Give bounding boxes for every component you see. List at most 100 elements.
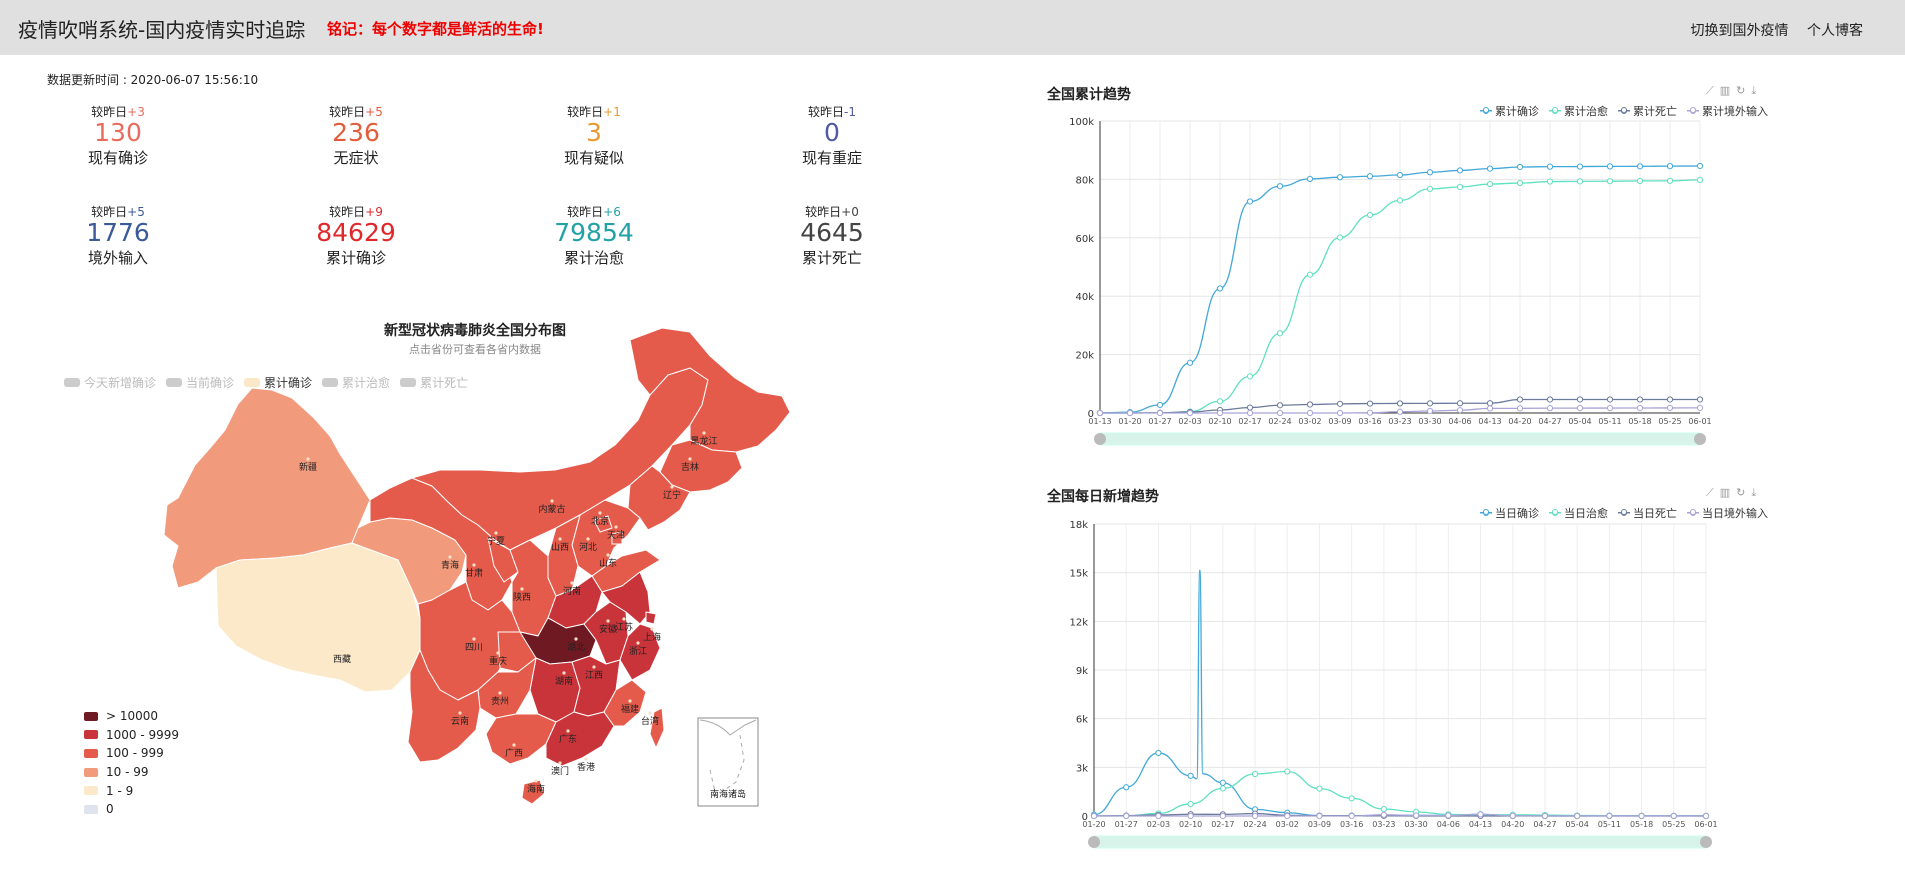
data-point[interactable] — [1516, 405, 1524, 412]
map-legend-item[interactable]: 当前确诊 — [166, 374, 234, 391]
data-point[interactable] — [1284, 768, 1291, 775]
chart-legend-item[interactable]: 累计治愈 — [1549, 103, 1608, 119]
data-point[interactable] — [1413, 812, 1420, 819]
data-point[interactable] — [1666, 177, 1674, 184]
data-point[interactable] — [1574, 812, 1581, 820]
data-point[interactable] — [1636, 404, 1644, 412]
data-point[interactable] — [1187, 772, 1194, 779]
chart-legend-item[interactable]: 当日死亡 — [1618, 505, 1677, 521]
data-point[interactable] — [1666, 396, 1674, 403]
data-point[interactable] — [1348, 812, 1355, 820]
data-point[interactable] — [1216, 285, 1224, 292]
chart-legend-item[interactable]: 累计境外输入 — [1687, 103, 1768, 119]
restore-icon[interactable]: ↻ — [1736, 486, 1752, 499]
chart-legend-item[interactable]: 当日确诊 — [1480, 505, 1539, 521]
download-icon[interactable]: ⤓ — [1751, 486, 1763, 499]
datazoom-track[interactable] — [1099, 432, 1701, 446]
data-point[interactable] — [1187, 812, 1194, 820]
data-point[interactable] — [1276, 330, 1284, 337]
data-point[interactable] — [1576, 163, 1584, 170]
data-point[interactable] — [1306, 409, 1314, 417]
data-point[interactable] — [1516, 179, 1524, 187]
data-point[interactable] — [1251, 812, 1259, 820]
data-point[interactable] — [1306, 175, 1314, 182]
province-taiwan[interactable] — [649, 707, 665, 749]
data-point[interactable] — [1396, 400, 1404, 407]
data-point[interactable] — [1456, 407, 1464, 414]
data-point[interactable] — [1486, 405, 1494, 412]
data-point[interactable] — [1636, 396, 1644, 403]
data-point[interactable] — [1426, 185, 1434, 192]
data-point[interactable] — [1276, 402, 1284, 409]
data-point[interactable] — [1606, 178, 1614, 185]
line-chart-icon[interactable]: ⟋ — [1706, 84, 1720, 97]
data-point[interactable] — [1638, 812, 1645, 820]
data-point[interactable] — [1477, 811, 1484, 818]
data-point[interactable] — [1702, 812, 1710, 820]
data-point[interactable] — [1186, 409, 1194, 417]
data-point[interactable] — [1670, 812, 1677, 820]
range-legend-item[interactable]: 1000 - 9999 — [84, 726, 179, 745]
data-point[interactable] — [1336, 234, 1344, 241]
data-point[interactable] — [1284, 812, 1291, 820]
bar-chart-icon[interactable]: ▥ — [1719, 486, 1737, 499]
data-point[interactable] — [1516, 396, 1524, 403]
data-point[interactable] — [1456, 167, 1464, 174]
province-guizhou[interactable] — [477, 657, 537, 719]
personal-blog-link[interactable]: 个人博客 — [1807, 23, 1863, 39]
data-point[interactable] — [1546, 396, 1554, 403]
province-guangdong[interactable] — [545, 711, 615, 767]
bar-chart-icon[interactable]: ▥ — [1719, 84, 1737, 97]
restore-icon[interactable]: ↻ — [1736, 84, 1752, 97]
data-point[interactable] — [1576, 396, 1584, 403]
data-point[interactable] — [1216, 409, 1224, 417]
data-point[interactable] — [1090, 812, 1098, 820]
data-point[interactable] — [1546, 163, 1554, 170]
data-point[interactable] — [1396, 408, 1404, 415]
map-legend-item[interactable]: 累计治愈 — [322, 374, 390, 391]
data-point[interactable] — [1456, 400, 1464, 407]
chart-legend-item[interactable]: 当日境外输入 — [1687, 505, 1768, 521]
range-legend-item[interactable]: 100 - 999 — [84, 744, 179, 763]
range-legend-item[interactable]: 1 - 9 — [84, 781, 179, 800]
data-point[interactable] — [1246, 373, 1254, 380]
chart-legend-item[interactable]: 当日治愈 — [1549, 505, 1608, 521]
data-point[interactable] — [1426, 400, 1434, 407]
map-legend-item[interactable]: 今天新增确诊 — [64, 374, 156, 391]
datazoom-right-handle[interactable] — [1694, 433, 1706, 445]
data-point[interactable] — [1606, 404, 1614, 412]
download-icon[interactable]: ⤓ — [1751, 84, 1763, 97]
province-beijing[interactable] — [593, 515, 613, 533]
data-point[interactable] — [1666, 163, 1674, 170]
data-point[interactable] — [1516, 163, 1524, 171]
data-point[interactable] — [1219, 785, 1226, 792]
data-point[interactable] — [1445, 812, 1452, 819]
switch-foreign-link[interactable]: 切换到国外疫情 — [1690, 23, 1789, 39]
data-point[interactable] — [1219, 812, 1226, 820]
data-point[interactable] — [1426, 407, 1434, 415]
province-yunnan[interactable] — [407, 649, 481, 763]
range-legend-item[interactable]: 10 - 99 — [84, 763, 179, 782]
data-point[interactable] — [1348, 795, 1355, 802]
data-point[interactable] — [1636, 163, 1644, 170]
data-point[interactable] — [1156, 409, 1164, 417]
province-zhejiang[interactable] — [619, 623, 661, 681]
province-fujian[interactable] — [603, 679, 647, 727]
data-point[interactable] — [1336, 174, 1344, 181]
data-point[interactable] — [1187, 800, 1194, 808]
data-point[interactable] — [1366, 173, 1374, 180]
data-point[interactable] — [1155, 749, 1162, 757]
data-point[interactable] — [1246, 409, 1254, 417]
data-point[interactable] — [1336, 400, 1344, 407]
data-point[interactable] — [1123, 784, 1130, 791]
data-point[interactable] — [1246, 198, 1254, 205]
data-point[interactable] — [1666, 404, 1674, 412]
data-point[interactable] — [1316, 785, 1323, 792]
data-point[interactable] — [1380, 811, 1387, 818]
province-neimenggu[interactable] — [411, 367, 709, 551]
data-point[interactable] — [1366, 409, 1374, 416]
data-point[interactable] — [1576, 178, 1584, 185]
data-point[interactable] — [1155, 812, 1162, 820]
data-point[interactable] — [1546, 178, 1554, 185]
map-legend-item[interactable]: 累计确诊 — [244, 374, 312, 391]
